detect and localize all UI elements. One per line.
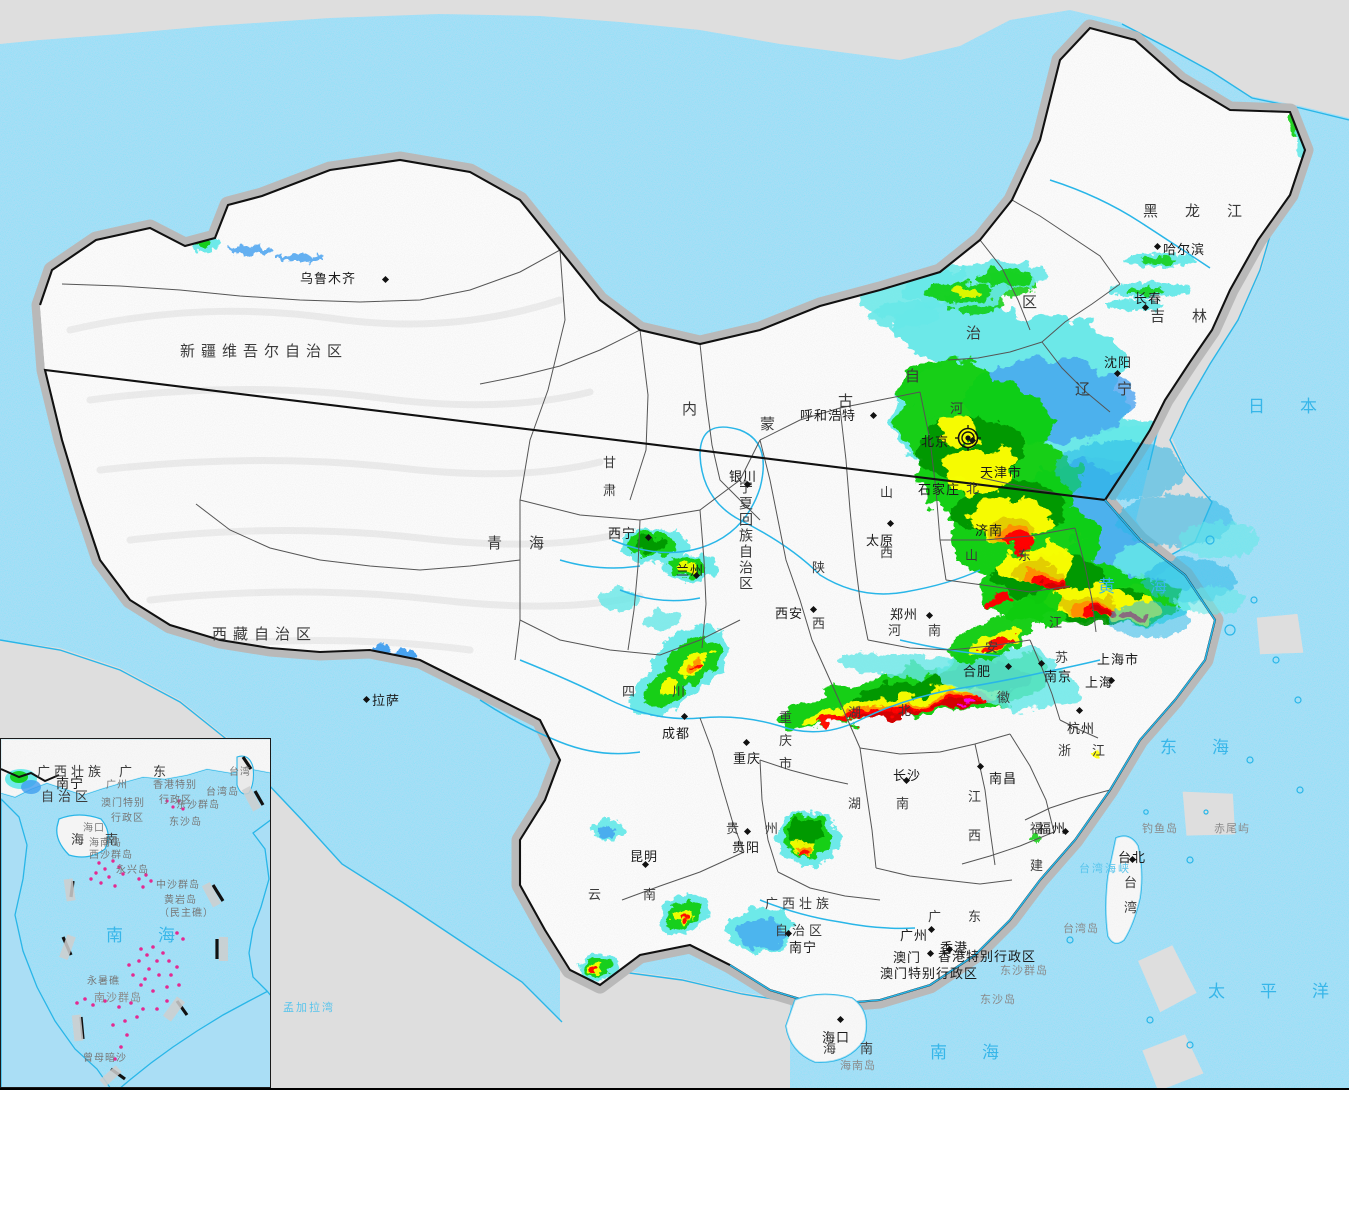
- echo-beibu-gulf: [578, 893, 794, 982]
- province-boundaries: [61, 199, 1121, 901]
- echo-ocean-speckle: [1056, 440, 1260, 638]
- echo-gansu-qinghai: [598, 527, 718, 629]
- hainan-island: [785, 993, 868, 1063]
- china-radar-map[interactable]: [0, 0, 1349, 1088]
- radar-map-panel[interactable]: 新疆维吾尔自治区 西藏自治区青 海甘肃内蒙古自治区黑 龙 江吉 林辽 宁河北山西陕…: [0, 0, 1349, 1090]
- island-groups: [75, 799, 185, 1061]
- echo-inner-mongolia: [871, 261, 1046, 328]
- rivers: [479, 179, 1211, 930]
- echo-guizhou-guangxi: [776, 810, 840, 866]
- echo-zhejiang: [1030, 751, 1101, 842]
- echo-yunnan: [592, 820, 624, 840]
- offshore-islets: [1066, 535, 1304, 1049]
- echo-sichuan: [630, 625, 729, 718]
- south-china-sea-inset[interactable]: 广西壮族 自治区 南宁广 东广州 台湾 香港特别 行政区 台湾岛 澳门特别 行政区 东沙群岛 东沙岛…: [0, 738, 271, 1088]
- legend-panel: 全国雷达拼图 [2026-04-09 00:48:00] [ 组合反射率 ] d…: [0, 1090, 1349, 1208]
- taiwan-island: [1105, 835, 1143, 944]
- coastline: [729, 499, 1216, 1006]
- echo-anhui-jiangsu: [840, 590, 1062, 678]
